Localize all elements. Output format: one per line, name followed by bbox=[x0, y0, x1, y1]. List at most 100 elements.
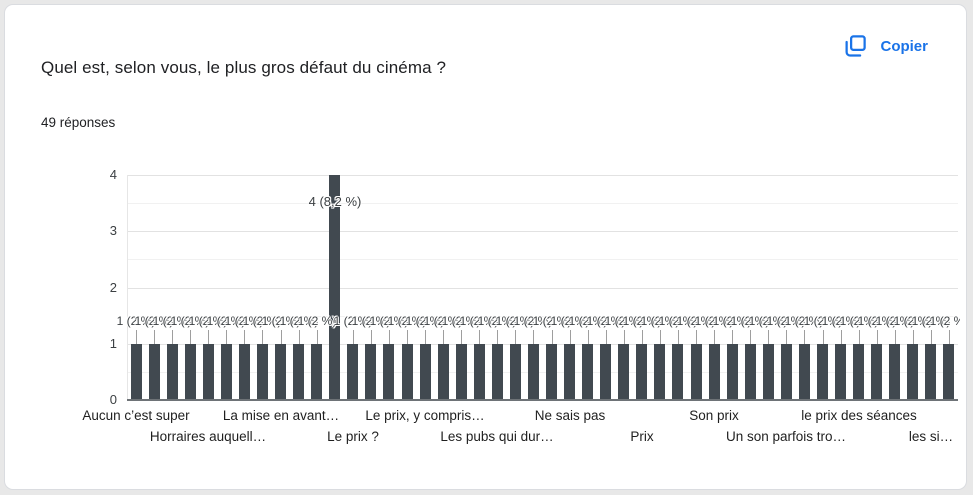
bar bbox=[510, 344, 521, 400]
bar-leader-line bbox=[714, 330, 715, 344]
bar-value-label: 1 (2 %) bbox=[911, 314, 951, 328]
bar-value-label: 1 (2 %) bbox=[893, 314, 933, 328]
bar-value-label: 1 (2 %) bbox=[405, 314, 445, 328]
x-axis-label: le prix des séances bbox=[801, 408, 917, 423]
bar bbox=[365, 344, 376, 400]
y-axis-line bbox=[127, 175, 128, 400]
bar bbox=[817, 344, 828, 400]
bar-leader-line bbox=[823, 330, 824, 344]
copy-icon bbox=[841, 33, 868, 60]
bar-leader-line bbox=[389, 330, 390, 344]
y-axis-tick-label: 3 bbox=[109, 223, 117, 238]
bar-leader-line bbox=[696, 330, 697, 344]
bar-value-label: 1 (2 %) bbox=[513, 314, 553, 328]
bar bbox=[871, 344, 882, 400]
bar-leader-line bbox=[515, 330, 516, 344]
bar-leader-line bbox=[317, 330, 318, 344]
bar-value-label: 1 (2 %) bbox=[694, 314, 734, 328]
gridline bbox=[127, 316, 958, 317]
x-axis-label: Son prix bbox=[689, 408, 739, 423]
bar-leader-line bbox=[768, 330, 769, 344]
bar bbox=[239, 344, 250, 400]
bar-value-label: 1 (2 %) bbox=[929, 314, 960, 328]
bar-leader-line bbox=[877, 330, 878, 344]
bar-value-label: 1 (2 %) bbox=[839, 314, 879, 328]
copy-button[interactable]: Copier bbox=[839, 29, 930, 64]
bar-value-label: 1 (2 %) bbox=[622, 314, 662, 328]
bar-value-label: 1 (2 %) bbox=[803, 314, 843, 328]
gridline bbox=[127, 231, 958, 232]
bar-value-label: 1 (2 %) bbox=[495, 314, 535, 328]
bar-value-label: 1 (2 %) bbox=[875, 314, 915, 328]
bar-leader-line bbox=[244, 330, 245, 344]
x-axis-label: Le prix, y compris… bbox=[365, 408, 485, 423]
y-axis-tick-label: 1 bbox=[109, 336, 117, 351]
bar-value-label: 1 (2 %) bbox=[658, 314, 698, 328]
question-title: Quel est, selon vous, le plus gros défau… bbox=[41, 58, 447, 77]
bar bbox=[221, 344, 232, 400]
bar-leader-line bbox=[786, 330, 787, 344]
bar bbox=[474, 344, 485, 400]
bar-leader-line bbox=[425, 330, 426, 344]
bar-leader-line bbox=[732, 330, 733, 344]
bar-leader-line bbox=[678, 330, 679, 344]
bar-value-label: 1 (2 %) bbox=[279, 314, 319, 328]
bar-leader-line bbox=[570, 330, 571, 344]
bar-leader-line bbox=[226, 330, 227, 344]
gridline bbox=[127, 175, 958, 176]
bar-leader-line bbox=[804, 330, 805, 344]
bar-leader-line bbox=[606, 330, 607, 344]
bar-leader-line bbox=[281, 330, 282, 344]
bar-value-label: 1 (2 %) bbox=[423, 314, 463, 328]
bar-value-label: 1 (2 %) bbox=[459, 314, 499, 328]
bar-value-label: 1 (2 %) bbox=[821, 314, 861, 328]
bar-value-label: 1 (2 %) bbox=[712, 314, 752, 328]
bar bbox=[492, 344, 503, 400]
gridline bbox=[127, 259, 958, 260]
copy-button-label: Copier bbox=[880, 38, 928, 55]
x-axis-label: Ne sais pas bbox=[534, 408, 606, 423]
bar-value-label: 1 (2 %) bbox=[369, 314, 409, 328]
bar-value-label: 1 (2 %) bbox=[586, 314, 626, 328]
bar bbox=[402, 344, 413, 400]
bar-value-label: 1 (2 %) bbox=[116, 314, 156, 328]
bar-value-label: 1 (2 %) bbox=[152, 314, 192, 328]
bar-value-label: 1 (2 %) bbox=[857, 314, 897, 328]
bar bbox=[167, 344, 178, 400]
x-axis-label: Horraires auquell… bbox=[149, 429, 267, 444]
bar-leader-line bbox=[750, 330, 751, 344]
bar bbox=[709, 344, 720, 400]
bar-leader-line bbox=[443, 330, 444, 344]
bar-leader-line bbox=[190, 330, 191, 344]
bar-value-label: 1 (2 %) bbox=[676, 314, 716, 328]
bar-value-label: 1 (2 %) bbox=[188, 314, 228, 328]
bar bbox=[907, 344, 918, 400]
bar-leader-line bbox=[949, 330, 950, 344]
bar-value-label: 1 (2 %) bbox=[748, 314, 788, 328]
bar-value-label: 1 (2 %) bbox=[224, 314, 264, 328]
bar bbox=[438, 344, 449, 400]
bar-leader-line bbox=[533, 330, 534, 344]
bar-leader-line bbox=[371, 330, 372, 344]
bar-value-label: 1 (2 %) bbox=[170, 314, 210, 328]
bar bbox=[149, 344, 160, 400]
bar bbox=[889, 344, 900, 400]
bar-value-label: 1 (2 %) bbox=[242, 314, 282, 328]
x-axis-label: La mise en avant… bbox=[222, 408, 340, 423]
bar-value-label: 1 (2 %) bbox=[387, 314, 427, 328]
x-axis-label: les si… bbox=[908, 429, 954, 444]
bar bbox=[456, 344, 467, 400]
bar-leader-line bbox=[262, 330, 263, 344]
y-axis-tick-label: 4 bbox=[109, 167, 117, 182]
x-axis-baseline bbox=[127, 399, 958, 401]
bar bbox=[781, 344, 792, 400]
bar-leader-line bbox=[172, 330, 173, 344]
gridline bbox=[127, 344, 958, 345]
bar bbox=[528, 344, 539, 400]
bar bbox=[618, 344, 629, 400]
bar-value-label: 1 (2 %) bbox=[604, 314, 644, 328]
bar-leader-line bbox=[588, 330, 589, 344]
bar-value-label: 1 (2 %) bbox=[766, 314, 806, 328]
bar-value-label: 1 (2 %) bbox=[730, 314, 770, 328]
